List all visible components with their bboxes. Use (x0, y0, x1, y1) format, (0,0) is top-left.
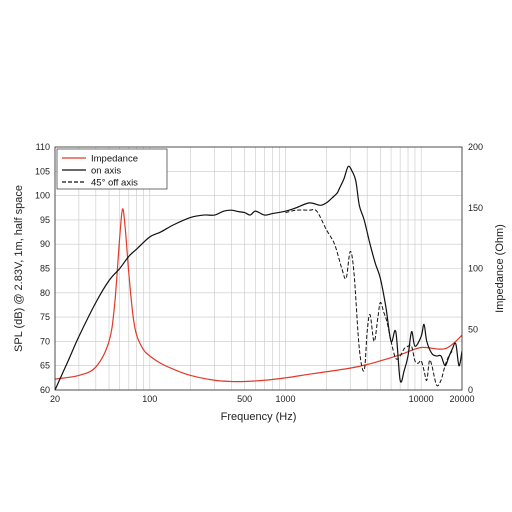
series-45-off-axis (285, 208, 453, 387)
y-left-tick-label: 100 (35, 191, 50, 201)
y-left-tick-label: 85 (40, 264, 50, 274)
plot-frame (54, 146, 463, 391)
x-tick-label: 20 (50, 394, 60, 404)
y-right-tick-label: 50 (468, 324, 478, 334)
y-left-tick-label: 65 (40, 361, 50, 371)
y-left-tick-label: 70 (40, 336, 50, 346)
series-impedance (55, 208, 462, 383)
y-left-tick-label: 75 (40, 312, 50, 322)
x-tick-label: 1000 (275, 394, 295, 404)
y-left-tick-label: 90 (40, 239, 50, 249)
y-left-tick-label: 105 (35, 166, 50, 176)
series-on-axis (55, 165, 462, 390)
y-right-tick-label: 150 (468, 203, 483, 213)
legend-label-impedance: Impedance (91, 154, 138, 165)
y-left-tick-label: 110 (36, 142, 50, 152)
legend-label-on-axis: on axis (91, 166, 121, 177)
x-tick-label: 20000 (449, 394, 474, 404)
y-left-tick-label: 80 (40, 288, 50, 298)
x-tick-label: 10000 (409, 394, 434, 404)
legend: Impedance on axis 45° off axis (56, 148, 168, 190)
y-right-tick-label: 200 (468, 142, 483, 152)
x-axis-title: Frequency (Hz) (221, 411, 297, 423)
x-tick-label: 100 (142, 394, 157, 404)
x-tick-label: 500 (237, 394, 252, 404)
y-left-tick-label: 95 (40, 215, 50, 225)
legend-label-45-off-axis: 45° off axis (91, 178, 138, 189)
y-axis-left-title: SPL (dB) @ 2.83V, 1m, half space (13, 185, 25, 352)
y-right-tick-label: 0 (468, 385, 473, 395)
tick-labels: 20 100 500 1000 10000 20000606570758085909510… (35, 142, 483, 404)
series-layer (55, 165, 462, 390)
y-right-tick-label: 100 (468, 264, 483, 274)
y-axis-right-title: Impedance (Ohm) (494, 224, 506, 313)
y-left-tick-label: 60 (40, 385, 50, 395)
